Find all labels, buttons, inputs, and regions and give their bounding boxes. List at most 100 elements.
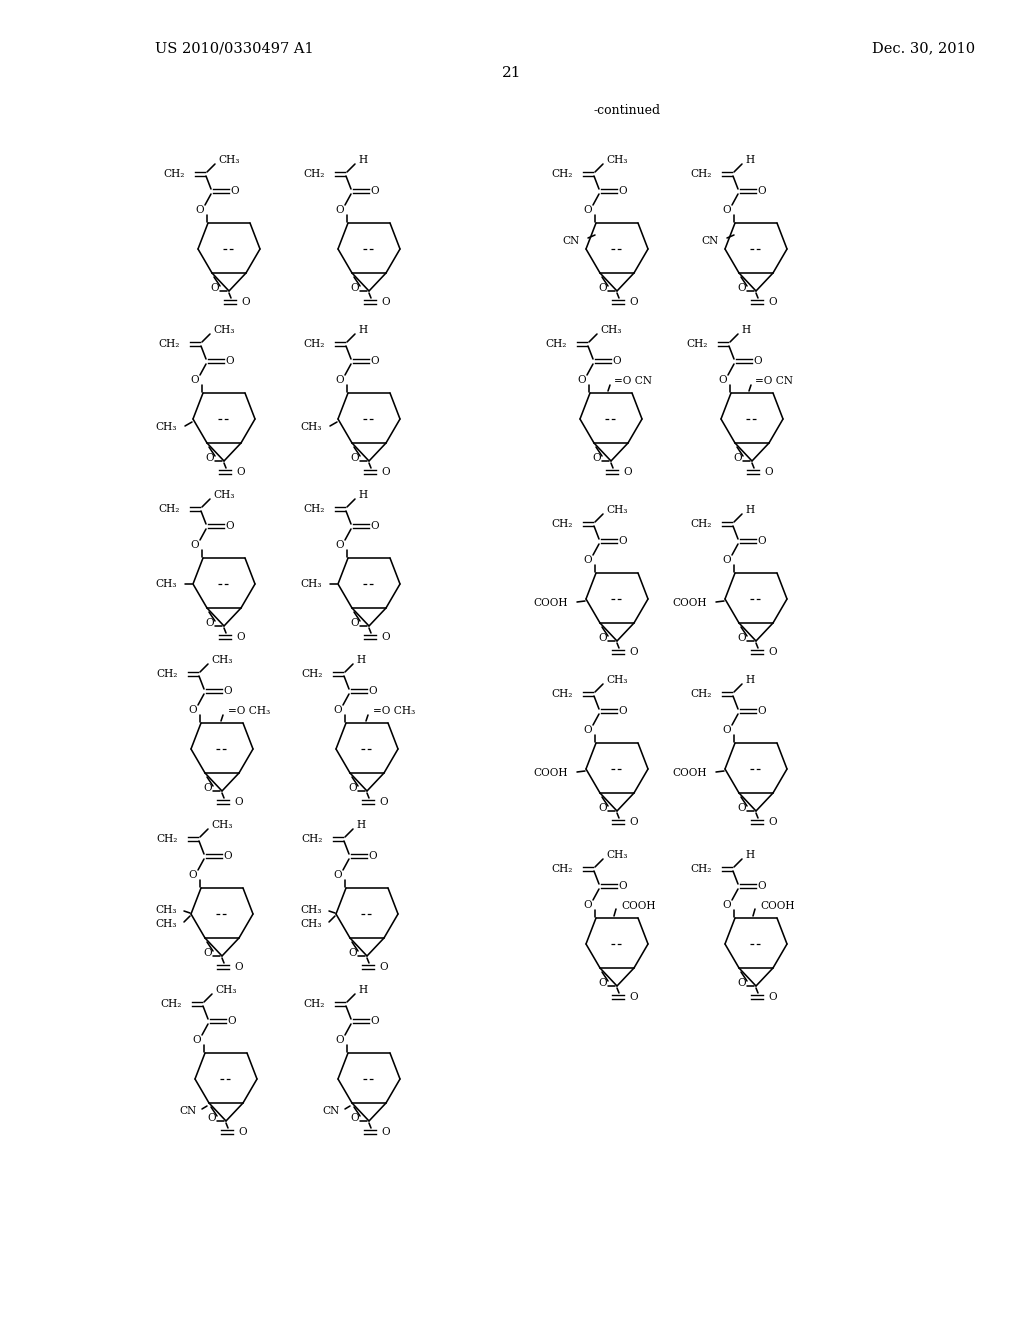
Text: O: O	[630, 817, 638, 828]
Text: O: O	[737, 282, 746, 293]
Text: O: O	[380, 962, 388, 972]
Text: O: O	[758, 186, 766, 195]
Text: H: H	[745, 675, 754, 685]
Text: COOH: COOH	[760, 902, 795, 911]
Text: O: O	[350, 1113, 359, 1123]
Text: CH₂: CH₂	[552, 865, 573, 874]
Text: O: O	[584, 554, 592, 565]
Text: O: O	[225, 521, 234, 531]
Text: CH₂: CH₂	[690, 689, 712, 700]
Text: H: H	[358, 985, 368, 995]
Text: O: O	[584, 725, 592, 735]
Text: COOH: COOH	[621, 902, 655, 911]
Text: CH₂: CH₂	[304, 169, 325, 180]
Text: CH₂: CH₂	[304, 504, 325, 513]
Text: O: O	[599, 634, 607, 643]
Text: O: O	[350, 453, 359, 463]
Text: O: O	[190, 540, 200, 550]
Text: O: O	[382, 467, 390, 477]
Text: O: O	[349, 783, 357, 793]
Text: CH₂: CH₂	[552, 689, 573, 700]
Text: COOH: COOH	[534, 768, 568, 777]
Text: O: O	[599, 978, 607, 987]
Text: O: O	[612, 356, 622, 366]
Text: O: O	[382, 632, 390, 642]
Text: O: O	[371, 521, 379, 531]
Text: O: O	[350, 618, 359, 628]
Text: O: O	[584, 205, 592, 215]
Text: O: O	[723, 725, 731, 735]
Text: US 2010/0330497 A1: US 2010/0330497 A1	[155, 41, 313, 55]
Text: =O CH₃: =O CH₃	[228, 706, 270, 715]
Text: O: O	[208, 1113, 216, 1123]
Text: CN: CN	[180, 1106, 197, 1115]
Text: CH₃: CH₃	[156, 422, 177, 432]
Text: O: O	[223, 851, 232, 861]
Text: O: O	[237, 632, 246, 642]
Text: O: O	[237, 467, 246, 477]
Text: 21: 21	[502, 66, 522, 81]
Text: CN: CN	[563, 236, 580, 246]
Text: CH₂: CH₂	[552, 169, 573, 180]
Text: O: O	[227, 1016, 237, 1026]
Text: O: O	[234, 962, 244, 972]
Text: CH₃: CH₃	[300, 422, 322, 432]
Text: CH₂: CH₂	[161, 999, 182, 1008]
Text: O: O	[204, 783, 212, 793]
Text: O: O	[737, 803, 746, 813]
Text: H: H	[741, 325, 751, 335]
Text: O: O	[334, 870, 342, 880]
Text: CH₂: CH₂	[690, 169, 712, 180]
Text: O: O	[369, 686, 377, 696]
Text: O: O	[188, 870, 198, 880]
Text: CH₃: CH₃	[300, 579, 322, 589]
Text: -continued: -continued	[594, 103, 660, 116]
Text: CH₃: CH₃	[606, 850, 628, 861]
Text: O: O	[758, 880, 766, 891]
Text: O: O	[599, 282, 607, 293]
Text: O: O	[758, 536, 766, 546]
Text: O: O	[225, 356, 234, 366]
Text: O: O	[624, 467, 632, 477]
Text: O: O	[188, 705, 198, 715]
Text: O: O	[371, 1016, 379, 1026]
Text: CH₂: CH₂	[687, 339, 708, 348]
Text: O: O	[190, 375, 200, 385]
Text: O: O	[769, 993, 777, 1002]
Text: O: O	[618, 536, 628, 546]
Text: CH₃: CH₃	[211, 820, 232, 830]
Text: O: O	[350, 282, 359, 293]
Text: O: O	[242, 297, 250, 308]
Text: O: O	[204, 948, 212, 958]
Text: O: O	[754, 356, 762, 366]
Text: O: O	[630, 993, 638, 1002]
Text: CH₂: CH₂	[690, 519, 712, 529]
Text: H: H	[745, 850, 754, 861]
Text: O: O	[737, 634, 746, 643]
Text: O: O	[223, 686, 232, 696]
Text: Dec. 30, 2010: Dec. 30, 2010	[872, 41, 975, 55]
Text: O: O	[336, 1035, 344, 1045]
Text: H: H	[358, 154, 368, 165]
Text: O: O	[380, 797, 388, 807]
Text: O: O	[765, 467, 773, 477]
Text: O: O	[618, 186, 628, 195]
Text: O: O	[630, 647, 638, 657]
Text: O: O	[593, 453, 601, 463]
Text: O: O	[230, 186, 240, 195]
Text: CH₂: CH₂	[157, 669, 178, 678]
Text: O: O	[758, 706, 766, 715]
Text: O: O	[349, 948, 357, 958]
Text: =O CN: =O CN	[614, 376, 652, 385]
Text: CH₂: CH₂	[302, 669, 323, 678]
Text: O: O	[723, 554, 731, 565]
Text: H: H	[356, 655, 366, 665]
Text: H: H	[358, 490, 368, 500]
Text: CH₃: CH₃	[600, 325, 622, 335]
Text: O: O	[618, 880, 628, 891]
Text: O: O	[769, 297, 777, 308]
Text: CH₂: CH₂	[302, 834, 323, 843]
Text: O: O	[719, 375, 727, 385]
Text: H: H	[745, 506, 754, 515]
Text: O: O	[733, 453, 742, 463]
